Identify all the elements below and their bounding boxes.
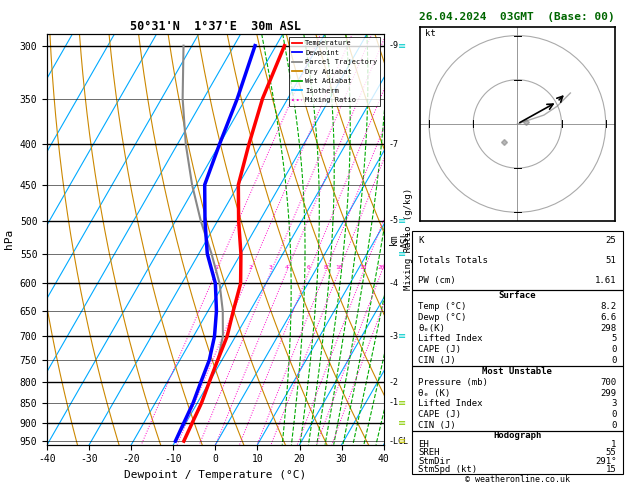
Text: -9: -9 bbox=[389, 41, 399, 50]
Text: ≡: ≡ bbox=[398, 41, 406, 51]
Text: 0: 0 bbox=[611, 356, 616, 365]
Text: CAPE (J): CAPE (J) bbox=[418, 410, 461, 419]
Text: CIN (J): CIN (J) bbox=[418, 421, 456, 431]
Text: CAPE (J): CAPE (J) bbox=[418, 345, 461, 354]
Text: K: K bbox=[418, 236, 424, 245]
Text: 25: 25 bbox=[606, 236, 616, 245]
Text: -LCL: -LCL bbox=[389, 436, 409, 446]
Bar bbox=[412, 365, 623, 432]
Text: 8.2: 8.2 bbox=[600, 302, 616, 311]
Text: 1.61: 1.61 bbox=[595, 276, 616, 285]
Text: 6: 6 bbox=[307, 265, 311, 270]
Text: -3: -3 bbox=[389, 332, 399, 341]
Text: Lifted Index: Lifted Index bbox=[418, 399, 483, 409]
Legend: Temperature, Dewpoint, Parcel Trajectory, Dry Adiabat, Wet Adiabat, Isotherm, Mi: Temperature, Dewpoint, Parcel Trajectory… bbox=[289, 37, 380, 106]
Text: 3: 3 bbox=[611, 399, 616, 409]
Text: 2: 2 bbox=[248, 265, 252, 270]
Text: -2: -2 bbox=[389, 378, 399, 387]
Text: ≡: ≡ bbox=[398, 331, 406, 341]
Text: Most Unstable: Most Unstable bbox=[482, 366, 552, 376]
Text: 3: 3 bbox=[269, 265, 273, 270]
Text: EH: EH bbox=[418, 439, 429, 449]
Text: 26.04.2024  03GMT  (Base: 00): 26.04.2024 03GMT (Base: 00) bbox=[420, 12, 615, 22]
Text: θₑ (K): θₑ (K) bbox=[418, 388, 450, 398]
Text: © weatheronline.co.uk: © weatheronline.co.uk bbox=[465, 474, 570, 484]
Text: 4: 4 bbox=[284, 265, 288, 270]
Text: 15: 15 bbox=[606, 465, 616, 474]
Text: 298: 298 bbox=[600, 324, 616, 332]
Text: -1: -1 bbox=[389, 399, 399, 407]
Text: 0: 0 bbox=[611, 345, 616, 354]
Text: 0: 0 bbox=[611, 421, 616, 431]
Text: 8: 8 bbox=[324, 265, 327, 270]
Text: -7: -7 bbox=[389, 140, 399, 149]
Text: ≡: ≡ bbox=[398, 249, 406, 259]
Text: StmSpd (kt): StmSpd (kt) bbox=[418, 465, 477, 474]
Text: 299: 299 bbox=[600, 388, 616, 398]
Text: Mixing Ratio (g/kg): Mixing Ratio (g/kg) bbox=[404, 188, 413, 291]
Text: StmDir: StmDir bbox=[418, 456, 450, 466]
Text: ≡: ≡ bbox=[398, 436, 406, 446]
Text: -4: -4 bbox=[389, 279, 399, 288]
Text: Surface: Surface bbox=[499, 291, 536, 300]
Text: ≡: ≡ bbox=[398, 417, 406, 428]
Text: PW (cm): PW (cm) bbox=[418, 276, 456, 285]
Text: θₑ(K): θₑ(K) bbox=[418, 324, 445, 332]
Y-axis label: hPa: hPa bbox=[4, 229, 14, 249]
Text: 1: 1 bbox=[611, 439, 616, 449]
Text: Dewp (°C): Dewp (°C) bbox=[418, 313, 467, 322]
Text: 0: 0 bbox=[611, 410, 616, 419]
Text: Lifted Index: Lifted Index bbox=[418, 334, 483, 343]
Text: 51: 51 bbox=[606, 256, 616, 265]
Text: SREH: SREH bbox=[418, 448, 440, 457]
Text: 10: 10 bbox=[335, 265, 342, 270]
Bar bbox=[412, 231, 623, 290]
X-axis label: Dewpoint / Temperature (°C): Dewpoint / Temperature (°C) bbox=[125, 470, 306, 480]
Text: 1: 1 bbox=[214, 265, 218, 270]
Text: 20: 20 bbox=[378, 265, 386, 270]
Text: 15: 15 bbox=[360, 265, 367, 270]
Text: 55: 55 bbox=[606, 448, 616, 457]
Text: 6.6: 6.6 bbox=[600, 313, 616, 322]
Text: Hodograph: Hodograph bbox=[493, 431, 542, 440]
Text: 5: 5 bbox=[611, 334, 616, 343]
Bar bbox=[412, 290, 623, 365]
Bar bbox=[412, 432, 623, 474]
Text: 291°: 291° bbox=[595, 456, 616, 466]
Text: ≡: ≡ bbox=[398, 216, 406, 226]
Text: 700: 700 bbox=[600, 378, 616, 387]
Text: Totals Totals: Totals Totals bbox=[418, 256, 488, 265]
Text: Pressure (mb): Pressure (mb) bbox=[418, 378, 488, 387]
Text: -5: -5 bbox=[389, 216, 399, 226]
Y-axis label: km
ASL: km ASL bbox=[389, 230, 411, 248]
Text: CIN (J): CIN (J) bbox=[418, 356, 456, 365]
Title: 50°31'N  1°37'E  30m ASL: 50°31'N 1°37'E 30m ASL bbox=[130, 20, 301, 33]
Text: kt: kt bbox=[425, 29, 435, 37]
Text: ≡: ≡ bbox=[398, 398, 406, 408]
Text: Temp (°C): Temp (°C) bbox=[418, 302, 467, 311]
